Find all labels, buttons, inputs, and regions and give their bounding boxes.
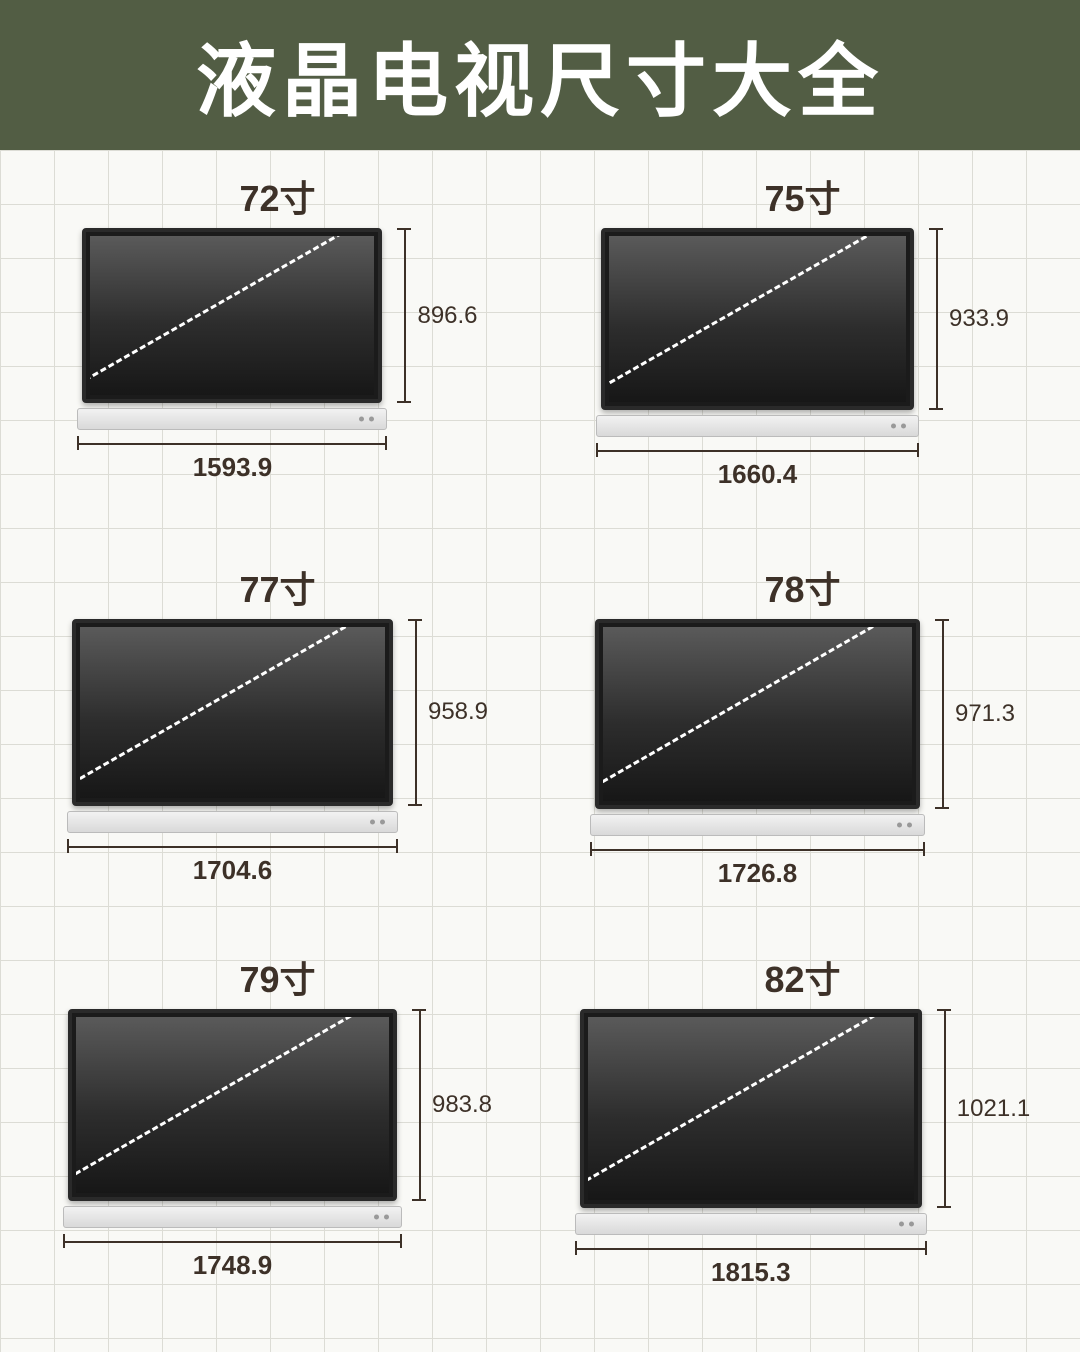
header-banner: 液晶电视尺寸大全 <box>0 0 1080 150</box>
tv-block: 1726.8 971.3 <box>590 619 1015 889</box>
tv-visual: 1726.8 <box>590 619 925 889</box>
tv-cell: 72寸 1593.9 896.6 <box>30 170 525 541</box>
width-dim-line-icon <box>67 839 398 853</box>
tv-frame <box>595 619 920 809</box>
height-dimension: 983.8 <box>412 1009 492 1201</box>
width-dim-line-icon <box>590 842 925 856</box>
tv-screen <box>603 627 912 801</box>
tv-visual: 1748.9 <box>63 1009 402 1281</box>
tv-screen <box>80 627 385 798</box>
height-dim-line-icon <box>412 1009 426 1201</box>
width-dimension: 1704.6 <box>67 839 398 886</box>
tv-stand <box>575 1213 927 1235</box>
tv-size-title: 75寸 <box>764 170 840 222</box>
width-dimension: 1593.9 <box>77 436 387 483</box>
tv-stand <box>63 1206 402 1228</box>
tv-screen <box>76 1017 389 1193</box>
height-dimension: 933.9 <box>929 228 1009 410</box>
height-dim-line-icon <box>397 228 411 403</box>
width-dim-line-icon <box>63 1234 402 1248</box>
width-dim-line-icon <box>77 436 387 450</box>
tv-cell: 77寸 1704.6 958.9 <box>30 561 525 932</box>
tv-block: 1704.6 958.9 <box>67 619 488 886</box>
height-dim-line-icon <box>937 1009 951 1208</box>
tv-cell: 75寸 1660.4 933.9 <box>555 170 1050 541</box>
height-dim-line-icon <box>408 619 422 806</box>
tv-cell: 82寸 1815.3 1021.1 <box>555 951 1050 1322</box>
height-value: 933.9 <box>949 305 1009 333</box>
width-value: 1660.4 <box>718 459 798 490</box>
height-value: 958.9 <box>428 698 488 726</box>
height-dimension: 971.3 <box>935 619 1015 809</box>
tv-stand <box>596 415 919 437</box>
tv-visual: 1660.4 <box>596 228 919 490</box>
tv-size-title: 78寸 <box>764 561 840 613</box>
height-dimension: 1021.1 <box>937 1009 1030 1208</box>
width-dimension: 1815.3 <box>575 1241 927 1288</box>
tv-size-title: 72寸 <box>239 170 315 222</box>
diagonal-dash-icon <box>76 1017 389 1193</box>
height-dimension: 958.9 <box>408 619 488 806</box>
height-value: 1021.1 <box>957 1095 1030 1123</box>
height-value: 971.3 <box>955 700 1015 728</box>
width-dimension: 1726.8 <box>590 842 925 889</box>
tv-frame <box>580 1009 922 1208</box>
tv-screen <box>90 236 374 395</box>
width-dimension: 1748.9 <box>63 1234 402 1281</box>
tv-size-title: 79寸 <box>239 951 315 1003</box>
height-dim-line-icon <box>935 619 949 809</box>
tv-cell: 78寸 1726.8 971.3 <box>555 561 1050 932</box>
tv-frame <box>82 228 382 403</box>
tv-stand <box>77 408 387 430</box>
tv-block: 1748.9 983.8 <box>63 1009 492 1281</box>
width-value: 1815.3 <box>711 1257 791 1288</box>
tv-visual: 1593.9 <box>77 228 387 483</box>
tv-frame <box>601 228 914 410</box>
tv-block: 1593.9 896.6 <box>77 228 477 483</box>
tv-cell: 79寸 1748.9 983.8 <box>30 951 525 1322</box>
height-value: 896.6 <box>417 302 477 330</box>
diagonal-dash-icon <box>609 236 906 402</box>
width-value: 1593.9 <box>193 452 273 483</box>
tv-stand <box>590 814 925 836</box>
width-value: 1726.8 <box>718 858 798 889</box>
diagonal-dash-icon <box>80 627 385 798</box>
diagonal-dash-icon <box>90 236 374 395</box>
height-dim-line-icon <box>929 228 943 410</box>
width-dim-line-icon <box>596 443 919 457</box>
tv-grid: 72寸 1593.9 896.6 75寸 1660.4 933.9 77寸 1704.6 958… <box>0 150 1080 1352</box>
width-value: 1704.6 <box>193 855 273 886</box>
tv-screen <box>588 1017 914 1200</box>
tv-screen <box>609 236 906 402</box>
tv-visual: 1704.6 <box>67 619 398 886</box>
tv-stand <box>67 811 398 833</box>
diagonal-dash-icon <box>588 1017 914 1200</box>
width-value: 1748.9 <box>193 1250 273 1281</box>
tv-block: 1660.4 933.9 <box>596 228 1009 490</box>
tv-block: 1815.3 1021.1 <box>575 1009 1030 1288</box>
height-dimension: 896.6 <box>397 228 477 403</box>
tv-frame <box>68 1009 397 1201</box>
diagonal-dash-icon <box>603 627 912 801</box>
page-title: 液晶电视尺寸大全 <box>196 17 884 133</box>
tv-size-title: 77寸 <box>239 561 315 613</box>
width-dim-line-icon <box>575 1241 927 1255</box>
tv-visual: 1815.3 <box>575 1009 927 1288</box>
tv-frame <box>72 619 393 806</box>
tv-size-title: 82寸 <box>764 951 840 1003</box>
height-value: 983.8 <box>432 1091 492 1119</box>
width-dimension: 1660.4 <box>596 443 919 490</box>
